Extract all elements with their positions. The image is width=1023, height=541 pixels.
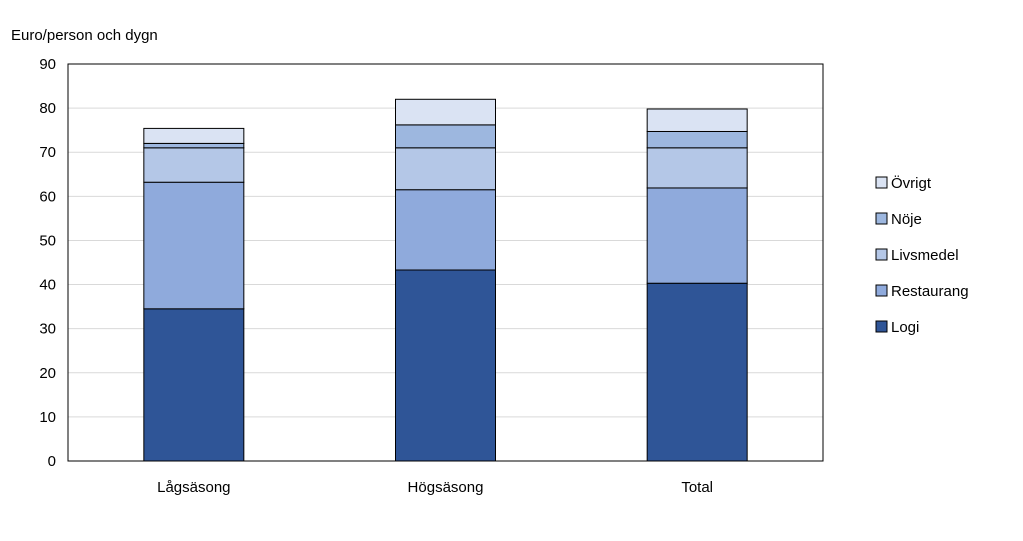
bar-segment-nöje [395,124,496,149]
y-tick-label: 80 [39,100,56,117]
x-category-label: Lågsäsong [157,479,230,496]
y-tick-label: 90 [39,56,56,73]
legend-label: Logi [891,319,919,336]
x-axis-categories: Lågsäsong Högsäsong Total [157,479,713,496]
legend-item: Logi [875,319,919,336]
legend-swatch [875,284,888,297]
y-axis-ticks: 0 10 20 30 40 50 60 70 80 90 [39,56,56,470]
legend-item: Restaurang [875,283,969,300]
legend: Övrigt Nöje Livsmedel Restaurang Logi [875,174,969,336]
bar-segment-nöje [646,130,748,149]
legend-item: Övrigt [875,174,932,192]
legend-swatch [875,176,888,189]
x-category-label: Högsäsong [408,479,484,496]
bar-segment-övrigt [646,108,748,132]
bar-stack [143,127,245,462]
y-tick-label: 0 [48,453,56,470]
legend-swatch [875,248,888,261]
y-tick-label: 70 [39,144,56,161]
bar-segment-logi [646,282,748,462]
bar-segment-livsmedel [143,147,245,183]
legend-swatch [875,212,888,225]
legend-item: Nöje [875,211,922,228]
y-axis-label: Euro/person och dygn [11,27,158,44]
bar-segment-logi [143,308,245,462]
bar-segment-nöje [143,142,245,149]
bar-segment-övrigt [143,127,245,144]
bar-segment-övrigt [395,98,496,126]
y-tick-label: 30 [39,321,56,338]
bar-segment-restaurang [143,181,245,310]
plot-area-frame [67,63,824,462]
y-tick-label: 40 [39,277,56,294]
bar-segment-restaurang [395,189,496,271]
bar-segment-restaurang [646,187,748,284]
y-tick-label: 60 [39,188,56,205]
legend-label: Restaurang [891,283,969,300]
y-tick-label: 20 [39,365,56,382]
legend-label: Livsmedel [891,247,959,264]
x-category-label: Total [681,479,713,496]
legend-swatch [875,320,888,333]
bar-segment-livsmedel [646,147,748,189]
y-tick-label: 50 [39,232,56,249]
bar-stack [646,108,748,462]
legend-label: Nöje [891,211,922,228]
bar-segment-logi [395,269,496,462]
bar-stack [395,98,496,462]
y-tick-label: 10 [39,409,56,426]
bars [143,98,748,462]
legend-label: Övrigt [891,174,932,192]
legend-item: Livsmedel [875,247,959,264]
bar-segment-livsmedel [395,147,496,191]
